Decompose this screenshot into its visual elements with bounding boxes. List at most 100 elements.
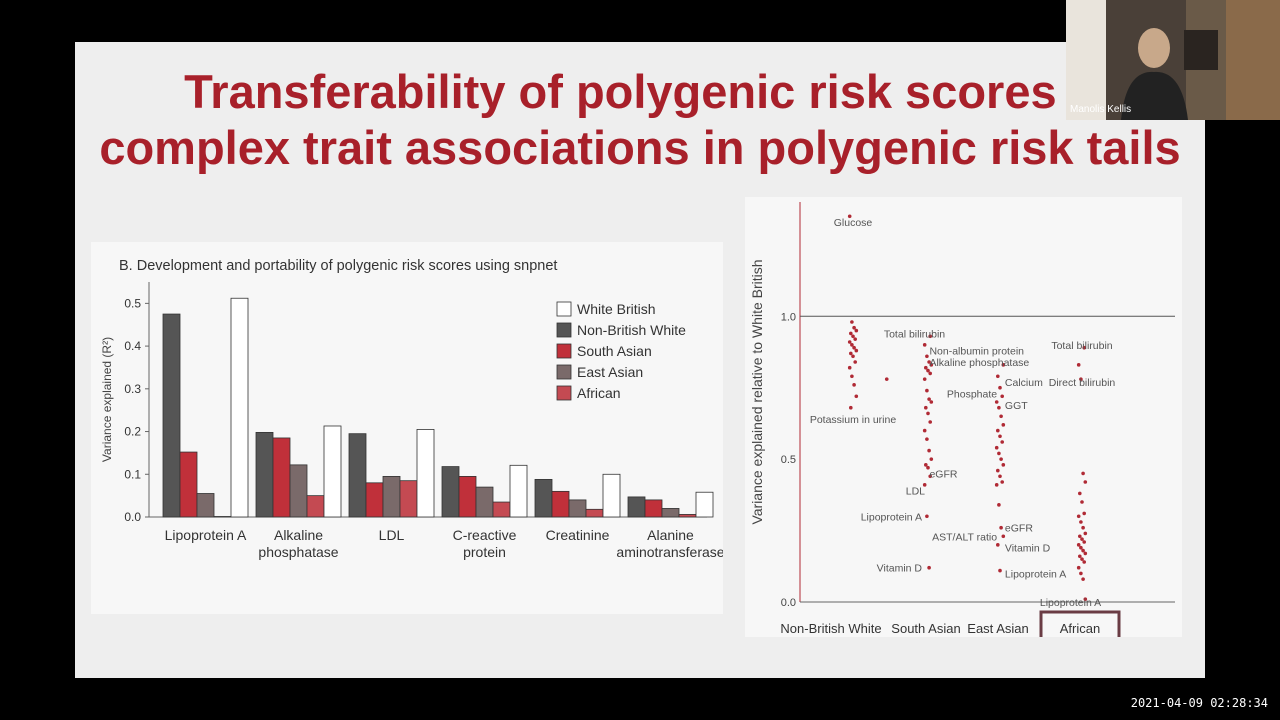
y-tick-label: 0.2 (124, 425, 141, 439)
y-tick-label: 0.0 (781, 597, 796, 609)
point-annotation: Vitamin D (1005, 543, 1051, 555)
x-category-label: aminotransferase (616, 544, 723, 560)
video-frame (1066, 0, 1280, 120)
y-axis-label: Variance explained (R²) (100, 337, 114, 462)
y-axis-label: Variance explained relative to White Bri… (749, 259, 765, 524)
bar-east-asian (661, 508, 680, 518)
data-point (1080, 557, 1084, 561)
bar-east-asian (568, 499, 587, 518)
data-point (850, 320, 854, 324)
data-point (1079, 571, 1083, 576)
point-annotation: Direct bilirubin (1049, 377, 1116, 389)
x-category-label: Non-British White (780, 621, 881, 636)
data-point (928, 420, 932, 424)
point-annotation: Phosphate (947, 388, 997, 400)
legend-swatch (556, 385, 572, 401)
data-point (929, 400, 934, 404)
bar-non-british-white (255, 431, 274, 518)
data-point (924, 405, 928, 410)
data-point (922, 428, 927, 433)
point-annotation: Total bilirubin (1051, 340, 1112, 352)
y-tick-label: 0.3 (124, 382, 141, 396)
data-point (1000, 394, 1004, 399)
y-tick-label: 0.1 (124, 467, 141, 481)
data-point (996, 428, 1000, 433)
bar-east-asian (289, 464, 308, 518)
x-category-label: South Asian (891, 621, 960, 636)
x-category-label: East Asian (967, 621, 1028, 636)
data-point (850, 343, 854, 347)
y-tick-label: 0.5 (124, 296, 141, 310)
point-annotation: GGT (1005, 400, 1028, 412)
data-point (998, 474, 1002, 479)
data-point (1081, 525, 1085, 530)
x-category-label: Alkaline (274, 527, 323, 543)
point-annotation: Calcium (1005, 377, 1043, 389)
point-annotation: Alkaline phosphatase (929, 357, 1029, 369)
data-point (929, 457, 934, 461)
point-annotation: Lipoprotein A (1005, 568, 1066, 580)
slide-title: Transferability of polygenic risk scores… (75, 64, 1205, 176)
data-point (926, 368, 930, 373)
bar-white-british (323, 425, 342, 518)
data-point (854, 328, 859, 333)
data-point (997, 451, 1001, 456)
data-point (847, 340, 852, 344)
data-point (847, 365, 852, 370)
data-point (924, 365, 928, 370)
data-point (927, 448, 931, 453)
data-point (924, 463, 928, 467)
scatter-chart-panel: 0.0 0.5 1.0 Variance explained relative to … (745, 197, 1182, 637)
data-point (998, 434, 1002, 439)
bar-african (399, 480, 418, 518)
bar-african (585, 508, 604, 518)
bar-white-british (509, 464, 528, 518)
data-point (1000, 440, 1004, 444)
bar-east-asian (475, 486, 494, 518)
data-point (849, 351, 853, 356)
legend-swatch (556, 322, 572, 338)
point-annotation: Non-albumin protein (929, 346, 1024, 358)
bar-south-asian (458, 476, 477, 518)
data-point (852, 383, 856, 387)
participant-video-tile[interactable]: Manolis Kellis (1066, 0, 1280, 120)
data-point (1000, 480, 1004, 484)
y-tick-label: 1.0 (781, 311, 796, 323)
data-point (1078, 534, 1082, 539)
bar-african (306, 495, 325, 518)
data-point (925, 388, 929, 393)
slide: Transferability of polygenic risk scores… (75, 42, 1205, 678)
data-point (1083, 597, 1088, 601)
data-point (1083, 480, 1088, 484)
data-point (996, 374, 1000, 379)
data-point (1081, 577, 1085, 581)
point-annotation: Potassium in urine (810, 414, 897, 426)
data-point (1001, 534, 1006, 539)
data-point (850, 374, 854, 379)
scatter-chart: 0.0 0.5 1.0 Variance explained relative to … (749, 202, 1175, 637)
data-point (884, 377, 889, 381)
data-point (928, 334, 932, 339)
data-point (851, 334, 855, 339)
point-annotation: Glucose (834, 217, 873, 229)
data-point (1082, 511, 1086, 516)
data-point (922, 377, 927, 381)
data-point (1078, 491, 1082, 496)
legend-swatch (556, 301, 572, 317)
data-point (925, 514, 929, 519)
bar-african (213, 516, 232, 518)
legend-label: African (577, 385, 621, 401)
data-point (1076, 363, 1081, 367)
point-annotation: Vitamin D (877, 563, 923, 575)
data-point (926, 411, 930, 416)
data-point (1078, 554, 1082, 559)
data-point (1001, 463, 1006, 467)
legend-label: South Asian (577, 343, 652, 359)
data-point (922, 343, 927, 347)
bar-east-asian (382, 476, 401, 518)
data-point (851, 354, 855, 359)
legend-swatch (556, 343, 572, 359)
bar-non-british-white (162, 313, 181, 518)
data-point (1076, 565, 1081, 570)
data-point (927, 360, 931, 364)
